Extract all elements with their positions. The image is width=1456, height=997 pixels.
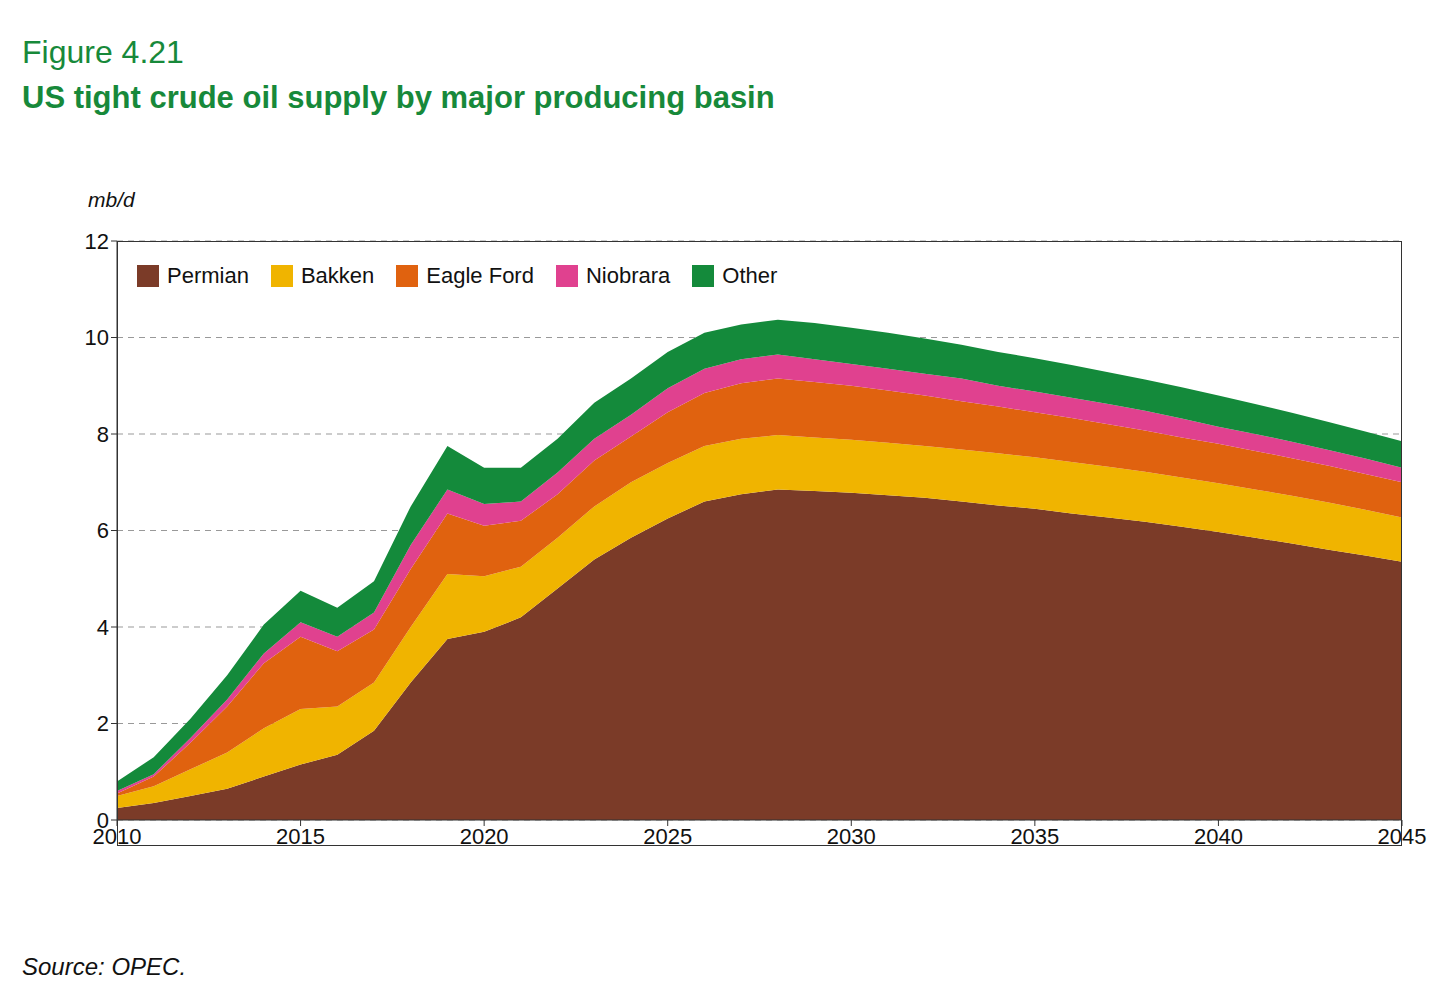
svg-text:12: 12 <box>85 229 109 254</box>
html-text:Niobrara: Niobrara <box>585 263 671 288</box>
svg-text:10: 10 <box>85 325 109 350</box>
svg-text:2030: 2030 <box>827 824 876 849</box>
html-text:mb/d: mb/d <box>88 188 135 211</box>
svg-text:8: 8 <box>97 422 109 447</box>
svg-text:2025: 2025 <box>643 824 692 849</box>
svg-text:2035: 2035 <box>1010 824 1059 849</box>
svg-text:2020: 2020 <box>460 824 509 849</box>
html-text:US tight crude oil supply by m: US tight crude oil supply by major produ… <box>22 80 775 115</box>
svg-text:2045: 2045 <box>1378 824 1427 849</box>
svg-text:2040: 2040 <box>1194 824 1243 849</box>
html-text:Other: Other <box>722 263 778 288</box>
html-text:Eagle Ford: Eagle Ford <box>426 263 534 288</box>
html-text:Bakken: Bakken <box>300 263 375 288</box>
html-text:Figure 4.21: Figure 4.21 <box>22 34 184 70</box>
svg-text:4: 4 <box>97 615 109 640</box>
html-text:Source: OPEC.: Source: OPEC. <box>22 953 187 980</box>
svg-text:2010: 2010 <box>92 823 142 849</box>
svg-text:2: 2 <box>97 711 109 736</box>
svg-text:0: 0 <box>97 808 109 833</box>
svg-text:6: 6 <box>97 518 109 543</box>
svg-text:2015: 2015 <box>276 824 325 849</box>
html-text:Permian: Permian <box>167 263 249 288</box>
